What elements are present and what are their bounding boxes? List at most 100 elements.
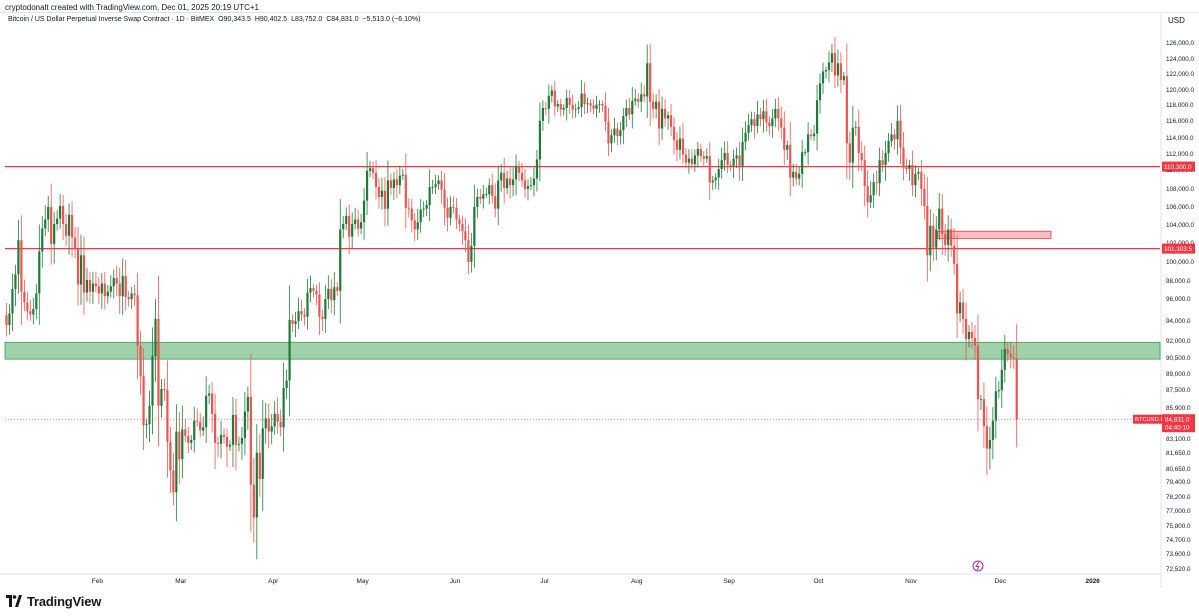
event-marker-icon[interactable]: [972, 560, 984, 572]
price-tick-label: 87,500.0: [1166, 387, 1191, 394]
candle-down: [26, 302, 29, 312]
candle-down: [115, 278, 118, 284]
tradingview-logo[interactable]: TradingView: [6, 593, 102, 609]
candle-up: [574, 108, 577, 110]
candle-down: [211, 393, 214, 414]
candle-down: [893, 134, 896, 140]
candle-up: [812, 133, 816, 137]
candle-down: [312, 288, 315, 291]
candle-up: [261, 428, 264, 479]
candle-up: [646, 63, 649, 97]
candle-down: [20, 240, 23, 292]
candle-down: [961, 302, 965, 319]
candle-down: [330, 289, 333, 301]
candle-up: [869, 195, 872, 203]
candle-up: [887, 141, 890, 153]
candle-up: [401, 174, 404, 176]
candle-up: [562, 108, 565, 110]
candle-down: [1012, 357, 1015, 359]
candle-up: [991, 420, 994, 440]
candle-up: [109, 286, 112, 292]
candle-up: [53, 224, 56, 244]
candle-up: [723, 153, 726, 161]
candle-up: [872, 182, 875, 196]
candle-down: [443, 189, 446, 208]
candle-up: [842, 76, 845, 81]
candle-down: [62, 206, 65, 224]
candle-up: [67, 215, 71, 236]
candle-up: [246, 396, 249, 412]
price-tick-label: 112,000.0: [1166, 151, 1194, 158]
candle-down: [407, 207, 410, 209]
time-tick-label: Nov: [905, 578, 917, 585]
candle-up: [362, 200, 366, 223]
symbol-legend: Bitcoin / US Dollar Perpetual Inverse Sw…: [8, 16, 422, 23]
candle-up: [175, 431, 178, 493]
candle-up: [202, 427, 205, 431]
candle-up: [619, 130, 622, 137]
candle-down: [455, 207, 458, 220]
candle-up: [476, 197, 479, 207]
tradingview-logo-text: TradingView: [27, 593, 102, 609]
candle-down: [124, 276, 127, 298]
candle-up: [264, 418, 267, 429]
price-tick-label: 77,000.0: [1166, 508, 1191, 515]
candle-down: [583, 93, 586, 104]
candle-up: [550, 90, 553, 96]
price-tick-label: 104,000.0: [1166, 222, 1195, 229]
price-tick-label: 72,520.0: [1166, 566, 1191, 573]
candle-down: [953, 245, 956, 264]
candle-down: [440, 180, 443, 190]
candle-down: [127, 297, 130, 300]
candle-up: [500, 172, 503, 181]
price-tick-label: 116,000.0: [1166, 118, 1194, 125]
candle-down: [503, 172, 506, 188]
candle-down: [899, 120, 902, 148]
candle-up: [938, 208, 941, 230]
candle-up: [392, 179, 395, 188]
candle-down: [985, 426, 989, 449]
candle-down: [982, 399, 986, 427]
candle-up: [634, 98, 637, 101]
candle-up: [786, 145, 789, 150]
price-tick-label: 114,000.0: [1166, 135, 1194, 142]
candle-up: [818, 83, 822, 101]
candle-up: [792, 171, 795, 178]
candle-down: [681, 138, 685, 155]
candle-down: [765, 111, 768, 123]
time-tick-label: Jul: [540, 578, 549, 585]
candle-up: [914, 173, 917, 186]
candle-up: [947, 229, 950, 245]
candle-up: [8, 313, 11, 325]
candle-down: [458, 219, 461, 224]
candle-down: [213, 413, 217, 443]
candle-down: [410, 208, 413, 221]
currency-label[interactable]: USD: [1168, 16, 1185, 25]
time-tick-label: Oct: [813, 578, 823, 585]
candle-down: [616, 128, 619, 137]
candle-down: [675, 140, 679, 150]
candle-down: [279, 421, 282, 428]
candle-down: [950, 229, 953, 246]
price-tick-label: 98,000.0: [1166, 278, 1191, 285]
price-tick-label: 100,000.0: [1166, 259, 1195, 266]
countdown-label: 04:40:10: [1165, 425, 1190, 432]
candle-down: [136, 295, 139, 346]
candle-up: [425, 205, 428, 209]
candle-up: [660, 108, 664, 129]
candle-up: [878, 160, 881, 184]
candle-up: [717, 169, 720, 178]
candle-up: [994, 391, 997, 421]
candle-up: [345, 215, 348, 224]
candle-down: [64, 224, 68, 236]
candle-up: [771, 118, 774, 126]
candle-down: [649, 63, 652, 102]
candle-down: [166, 390, 169, 442]
candle-up: [368, 168, 372, 171]
candle-down: [628, 108, 631, 115]
chart-frame[interactable]: [0, 12, 1199, 589]
candle-down: [252, 484, 255, 518]
zone-resistance: [937, 230, 1052, 239]
candle-up: [14, 274, 17, 289]
